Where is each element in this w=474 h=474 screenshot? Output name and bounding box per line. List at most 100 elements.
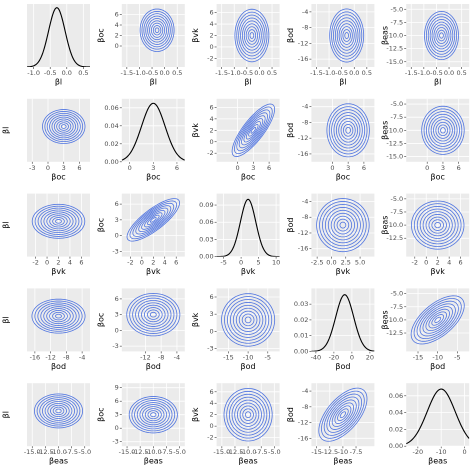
x-tick-label: -8 — [158, 353, 164, 361]
panel: -1.5 -1.0 -0.5 0.0 0.5 -16 -12 -8 -4 βl βod — [286, 4, 375, 87]
contour-line — [231, 103, 276, 157]
y-tick-label: -10.0 — [386, 32, 403, 40]
contour-line — [223, 388, 273, 442]
contour-line — [435, 121, 451, 139]
contour-line — [431, 21, 452, 50]
panel: -2.5 0.0 2.5 5.0 -16 -12 -8 -4 βvk βod — [286, 193, 375, 276]
x-tick-label: -1.0 — [417, 69, 430, 77]
x-axis-label: βvk — [51, 267, 66, 276]
contour-line — [151, 22, 164, 38]
y-tick-label: 4 — [209, 115, 213, 123]
x-axis-label: βod — [51, 362, 66, 371]
contour-line — [411, 200, 465, 250]
contour-line — [439, 32, 444, 39]
y-tick-label: 0.04 — [104, 122, 118, 130]
y-tick-label: -3 — [112, 342, 118, 350]
x-tick-label: 0 — [350, 353, 354, 361]
x-tick-label: -5 — [265, 353, 271, 361]
panel: -15 -10 -5 -3 0 3 6 βod βvk — [191, 288, 280, 371]
contour-line — [245, 411, 252, 419]
y-tick-label: 6 — [115, 200, 119, 208]
contour-line — [141, 304, 166, 325]
density-curve — [121, 102, 185, 161]
y-tick-label: -2 — [207, 149, 213, 157]
contour-line — [327, 209, 358, 241]
x-tick-label: -2 — [127, 259, 133, 267]
y-axis-label: βeas — [381, 216, 390, 235]
x-tick-label: -1.0 — [323, 69, 336, 77]
y-tick-label: 4 — [115, 21, 119, 29]
x-tick-label: -4 — [174, 353, 180, 361]
x-tick-label: -2.5 — [311, 259, 324, 267]
contour-line — [149, 20, 166, 41]
x-tick-label: -20 — [329, 353, 340, 361]
x-tick-label: 0 — [236, 164, 240, 172]
y-axis-label: βeas — [381, 121, 390, 140]
x-tick-label: 4 — [447, 259, 451, 267]
contour-line — [231, 396, 265, 433]
x-axis-label: βl — [55, 78, 62, 87]
y-tick-label: -8 — [302, 403, 308, 411]
contour-line — [49, 215, 68, 228]
contour-line — [238, 112, 268, 149]
x-tick-label: -10.0 — [50, 448, 67, 456]
contour-line — [58, 122, 69, 131]
y-tick-label: -2 — [207, 54, 213, 62]
x-tick-label: 6 — [459, 259, 463, 267]
contour-line — [147, 18, 167, 43]
contour-line — [333, 14, 361, 57]
x-axis-label: βl — [150, 78, 157, 87]
x-tick-label: 0.0 — [254, 69, 264, 77]
x-axis-label: βoc — [336, 172, 350, 181]
contour-line — [342, 29, 351, 42]
panel: 0 3 6 0.00 0.02 0.04 0.06 βoc — [104, 98, 185, 181]
contour-line — [131, 398, 176, 432]
contour-line — [343, 123, 354, 137]
x-axis-label: βl — [339, 78, 346, 87]
contour-line — [235, 307, 261, 332]
x-tick-label: -5 — [220, 259, 226, 267]
contour-line — [44, 401, 73, 421]
density-curve — [406, 388, 470, 445]
x-tick-label: 6 — [267, 164, 271, 172]
x-axis-label: βod — [146, 362, 161, 371]
contour-line — [238, 310, 258, 330]
contour-line — [56, 120, 72, 133]
panel: 0 3 6 -2 0 2 4 6 βoc βvk — [191, 98, 280, 181]
contour-line — [52, 406, 65, 416]
contour-line — [49, 310, 68, 323]
contour-line — [428, 216, 447, 234]
y-axis-label: βvk — [191, 407, 200, 422]
contour-line — [145, 15, 169, 45]
y-tick-label: 0.06 — [104, 104, 118, 112]
contour-line — [321, 390, 365, 439]
contour-line — [331, 402, 355, 427]
panel: -2 0 2 4 6 βvk βl — [2, 193, 90, 276]
y-tick-label: 0.02 — [294, 316, 308, 324]
panel: -1.0 -0.5 0.0 0.5 βl — [27, 4, 90, 87]
contour-line — [142, 406, 165, 424]
contour-line — [435, 27, 448, 44]
contour-line — [242, 20, 262, 51]
x-tick-label: -10.0 — [145, 448, 162, 456]
panel: -16 -12 -8 -4 βod βl — [2, 288, 90, 371]
contour-line — [228, 393, 268, 436]
x-axis-label: βvk — [146, 267, 161, 276]
contour-line — [248, 124, 259, 137]
y-tick-label: 3 — [115, 216, 119, 224]
x-tick-label: 6 — [174, 259, 178, 267]
contour-line — [229, 301, 267, 338]
x-tick-label: -15 — [413, 353, 424, 361]
contour-line — [331, 11, 363, 60]
x-tick-label: 6 — [175, 164, 179, 172]
contour-line — [39, 397, 78, 425]
x-tick-label: -2 — [412, 259, 418, 267]
contour-line — [226, 390, 270, 439]
x-axis-label: βeas — [144, 457, 163, 466]
contour-line — [33, 393, 84, 429]
y-tick-label: 0.03 — [199, 235, 213, 243]
x-tick-label: -1.0 — [27, 69, 40, 77]
density-curve — [27, 7, 90, 67]
contour-line — [419, 208, 456, 242]
